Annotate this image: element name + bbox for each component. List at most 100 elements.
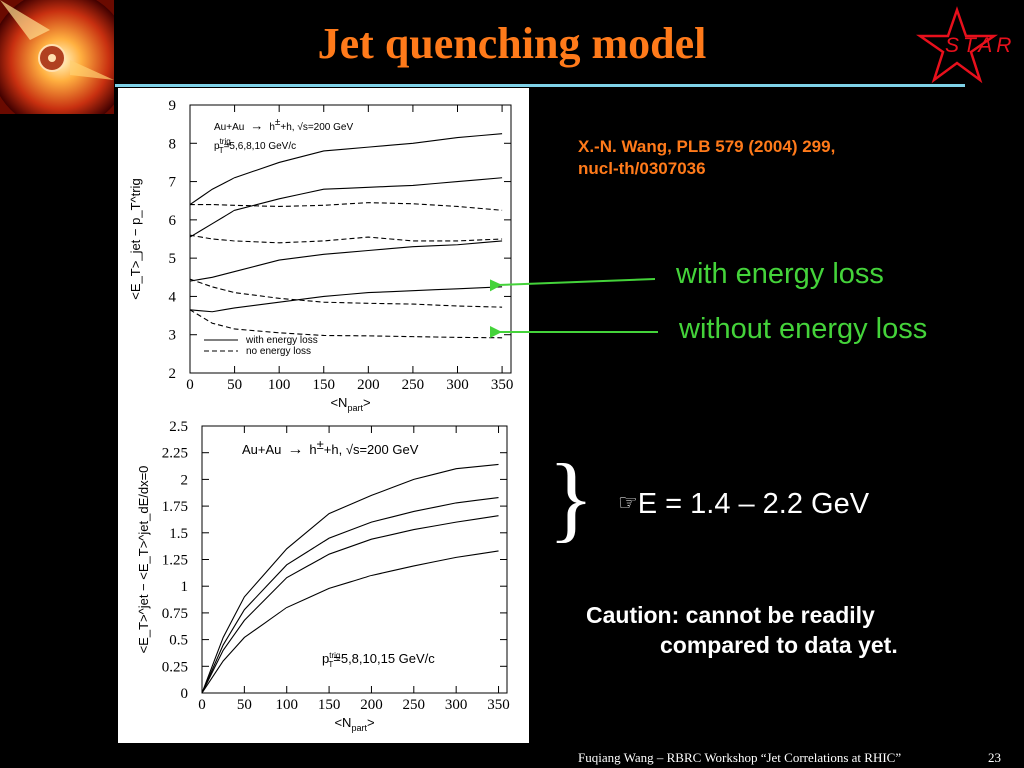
x-tick-label: 350	[487, 697, 510, 713]
x-axis-label-sub: part	[351, 723, 367, 733]
footer-text: Fuqiang Wang – RBRC Workshop “Jet Correl…	[578, 750, 902, 765]
y-tick-label: 0.5	[169, 633, 188, 649]
star-outline-icon	[916, 6, 998, 84]
x-tick-label: 150	[313, 377, 336, 393]
y-tick-label: 0	[181, 686, 189, 702]
y-tick-label: 4	[169, 289, 177, 305]
annotation-charge: ±	[275, 117, 281, 128]
y-tick-label: 2.25	[162, 446, 188, 462]
series-line-7	[189, 278, 503, 308]
curly-brace: }	[548, 444, 595, 551]
y-tick-label: 7	[169, 175, 177, 191]
star-logo: STAR	[916, 6, 1015, 84]
y-tick-label: 0.25	[162, 659, 188, 675]
chart-annotation-2: ptrig T=5,8,10,15 GeV/c	[322, 651, 435, 669]
pointing-hand-icon: ☞	[618, 491, 638, 516]
y-tick-label: 1	[181, 579, 189, 595]
x-tick-label: 0	[198, 697, 206, 713]
citation: X.-N. Wang, PLB 579 (2004) 299, nucl-th/…	[578, 136, 938, 180]
caution-line1: Caution: cannot be readily	[586, 602, 875, 628]
annotation-pt-sub: T	[328, 660, 333, 669]
y-axis-label: <E_T>^jet − <E_T>^jet_dE/dx=0	[136, 466, 151, 654]
annotation-arrows	[490, 275, 658, 342]
series-line-2	[189, 177, 503, 238]
annotation-charge: ±	[317, 437, 324, 452]
x-tick-label: 0	[186, 377, 194, 393]
series-line-4	[201, 550, 499, 694]
chart-annotation-1: Au+Au → h±+h, √s=200 GeV	[242, 437, 419, 458]
annotation-pt-values: =5,6,8,10 GeV/c	[224, 141, 297, 152]
y-tick-label: 2	[169, 366, 177, 382]
chart-bottom: 0 50 100 150 200 250 300 350 0 0.25 0.5 0.75 1 1.25 1.…	[136, 419, 510, 733]
y-tick-label: 2.5	[169, 419, 188, 435]
solar-image	[0, 0, 114, 114]
x-tick-label: 350	[491, 377, 514, 393]
x-axis-label-main: <N	[330, 395, 347, 410]
series-line-6	[189, 234, 503, 244]
y-tick-label: 1.5	[169, 526, 188, 542]
annotation-collision: Au+Au	[214, 122, 244, 133]
chart-top: 0 50 100 150 200 250 300 350 2 3 4 5 6 7 8 9 Au+Au → h±+h,…	[128, 98, 513, 413]
x-axis-label: <Npart>	[330, 395, 370, 413]
annotation-energy: +h, √s=200 GeV	[280, 121, 353, 133]
series-line-2	[201, 497, 499, 694]
annotation-without-energy-loss: without energy loss	[679, 313, 928, 345]
x-tick-label: 50	[237, 697, 252, 713]
x-tick-label: 200	[357, 377, 380, 393]
star-logo-text: STAR	[945, 34, 1015, 57]
delta-e-result: ☞E = 1.4 – 2.2 GeV	[618, 487, 869, 521]
arrow-icon: →	[287, 441, 303, 458]
x-axis-label-end: >	[367, 715, 375, 730]
series-line-3	[201, 515, 499, 694]
annotation-pt: p	[322, 651, 329, 666]
annotation-pt-sup: trig	[329, 651, 340, 660]
y-tick-label: 3	[169, 328, 177, 344]
page-number: 23	[988, 750, 1001, 765]
x-tick-label: 300	[445, 697, 468, 713]
annotation-hadron: h	[309, 442, 316, 457]
series-line-1	[189, 133, 503, 205]
x-tick-label: 300	[446, 377, 469, 393]
legend-label: with energy loss	[245, 335, 318, 346]
x-tick-label: 250	[403, 697, 426, 713]
chart-annotation-2: ptrig T=5,6,8,10 GeV/c	[214, 137, 296, 155]
annotation-hadron: h	[269, 122, 275, 133]
series-line-4	[189, 286, 503, 313]
x-tick-label: 100	[275, 697, 298, 713]
x-tick-label: 150	[318, 697, 341, 713]
series-line-8	[189, 309, 503, 339]
annotation-energy: +h, √s=200 GeV	[324, 442, 419, 457]
x-axis-label-end: >	[363, 395, 371, 410]
y-tick-label: 6	[169, 213, 177, 229]
caution-note: Caution: cannot be readily compared to d…	[586, 600, 966, 660]
plot-frame	[189, 104, 512, 374]
x-tick-label: 100	[268, 377, 291, 393]
x-axis-label: <Npart>	[334, 715, 374, 733]
y-tick-label: 1.25	[162, 553, 188, 569]
y-tick-label: 8	[169, 136, 177, 152]
series-line-5	[190, 202, 503, 211]
citation-line2: nucl-th/0307036	[578, 159, 706, 178]
x-tick-label: 50	[227, 377, 242, 393]
x-axis-label-main: <N	[334, 715, 351, 730]
annotation-pt-values: =5,8,10,15 GeV/c	[333, 651, 435, 666]
y-tick-label: 1.75	[162, 499, 188, 515]
annotation-pt: p	[214, 141, 220, 152]
y-tick-label: 2	[181, 472, 189, 488]
annotation-with-energy-loss: with energy loss	[676, 258, 884, 290]
annotation-pt-sup: trig	[220, 137, 231, 146]
x-axis-label-sub: part	[347, 403, 363, 413]
series-line-1	[201, 463, 499, 694]
title-rule	[115, 84, 965, 87]
y-tick-label: 0.75	[162, 606, 188, 622]
legend-label: no energy loss	[246, 346, 311, 357]
series-line-3	[189, 240, 503, 282]
y-tick-label: 9	[169, 98, 177, 114]
arrow-with-energy-loss	[490, 275, 656, 296]
annotation-pt-sub: T	[219, 146, 224, 155]
delta-e-text: E = 1.4 – 2.2 GeV	[637, 488, 870, 520]
x-tick-label: 200	[360, 697, 383, 713]
caution-line2: compared to data yet.	[660, 632, 898, 658]
y-axis-label: <E_T>_jet − p_T^trig	[128, 178, 143, 299]
